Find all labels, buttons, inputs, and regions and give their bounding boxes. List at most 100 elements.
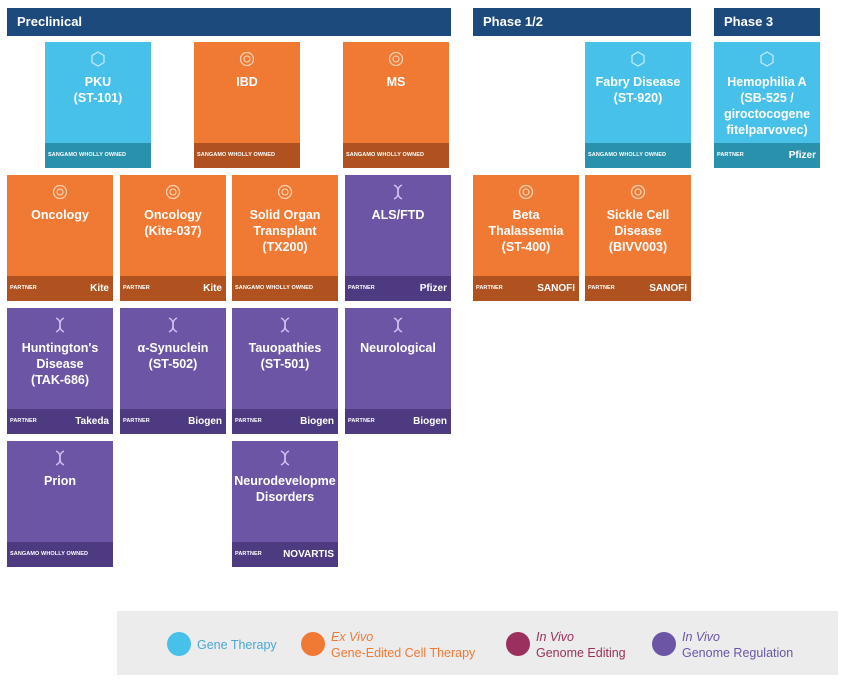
- card-footer: PARTNER Pfizer: [345, 276, 451, 301]
- ownership-label: SANGAMO WHOLLY OWNED: [588, 152, 667, 158]
- ownership-label: PARTNER: [123, 418, 150, 424]
- pipeline-card: Huntington's Disease (TAK-686) PARTNER Tak…: [7, 308, 113, 434]
- legend-label-italic: Ex Vivo: [331, 630, 374, 644]
- pipeline-card: α-Synuclein (ST-502) PARTNER Biogen: [120, 308, 226, 434]
- program-name: Oncology: [31, 208, 89, 222]
- cell-icon: [629, 183, 647, 201]
- cell-icon: [517, 183, 535, 201]
- dna-icon: [389, 183, 407, 201]
- program-name: Huntington's Disease (TAK-686): [21, 341, 99, 387]
- program-name: MS: [386, 75, 406, 89]
- program-name: Oncology (Kite-037): [144, 208, 202, 238]
- ownership-label: PARTNER: [123, 285, 150, 291]
- program-name: Neurological: [360, 341, 436, 355]
- ownership-label: SANGAMO WHOLLY OWNED: [10, 551, 89, 557]
- ownership-label: SANGAMO WHOLLY OWNED: [346, 152, 425, 158]
- pipeline-card: IBD SANGAMO WHOLLY OWNED: [194, 42, 300, 168]
- dna-icon: [51, 449, 69, 467]
- program-name: IBD: [236, 75, 258, 89]
- card-footer: SANGAMO WHOLLY OWNED: [7, 542, 113, 567]
- phase-header-preclinical: Preclinical: [7, 8, 451, 36]
- legend: Gene Therapy Ex Vivo Gene-Edited Cell Th…: [117, 611, 838, 675]
- pipeline-card: Oncology (Kite-037) PARTNER Kite: [120, 175, 226, 301]
- card-footer: PARTNER SANOFI: [585, 276, 691, 301]
- dna-icon: [51, 316, 69, 334]
- pipeline-card: Fabry Disease (ST-920) SANGAMO WHOLLY OWN…: [585, 42, 691, 168]
- partner-logo: Biogen: [188, 416, 222, 427]
- program-name: Tauopathies (ST-501): [248, 341, 322, 371]
- pipeline-card: Solid Organ Transplant (TX200) SANGAMO WH…: [232, 175, 338, 301]
- partner-logo: Biogen: [300, 416, 334, 427]
- cell-icon: [387, 50, 405, 68]
- program-name: Prion: [44, 474, 76, 488]
- program-name: Fabry Disease (ST-920): [595, 75, 681, 105]
- pipeline-card: ALS/FTD PARTNER Pfizer: [345, 175, 451, 301]
- dna-icon: [389, 316, 407, 334]
- partner-logo: Pfizer: [788, 150, 816, 161]
- partner-logo: SANOFI: [649, 283, 687, 294]
- phase-header-phase-1-2: Phase 1/2: [473, 8, 691, 36]
- legend-label-italic: In Vivo: [536, 630, 574, 644]
- card-footer: SANGAMO WHOLLY OWNED: [45, 143, 151, 168]
- partner-logo: Kite: [90, 283, 109, 294]
- card-footer: PARTNER Pfizer: [714, 143, 820, 168]
- card-footer: PARTNER Biogen: [120, 409, 226, 434]
- card-footer: SANGAMO WHOLLY OWNED: [232, 276, 338, 301]
- legend-label: Genome Regulation: [682, 646, 794, 660]
- legend-label: Gene Therapy: [197, 638, 277, 652]
- cell-icon: [164, 183, 182, 201]
- card-footer: SANGAMO WHOLLY OWNED: [585, 143, 691, 168]
- pipeline-card: PKU (ST-101) SANGAMO WHOLLY OWNED: [45, 42, 151, 168]
- cell-icon: [51, 183, 69, 201]
- card-footer: PARTNER SANOFI: [473, 276, 579, 301]
- card-footer: PARTNER Biogen: [345, 409, 451, 434]
- card-footer: PARTNER Takeda: [7, 409, 113, 434]
- ownership-label: PARTNER: [10, 285, 37, 291]
- pipeline-card: MS SANGAMO WHOLLY OWNED: [343, 42, 449, 168]
- ownership-label: PARTNER: [348, 418, 375, 424]
- pipeline-card: Prion SANGAMO WHOLLY OWNED: [7, 441, 113, 567]
- program-name: ALS/FTD: [371, 208, 425, 222]
- partner-logo: Biogen: [413, 416, 447, 427]
- gene-therapy-icon: [167, 632, 191, 656]
- partner-logo: Pfizer: [419, 283, 447, 294]
- dna-icon: [164, 316, 182, 334]
- ownership-label: PARTNER: [588, 285, 615, 291]
- pipeline-card: Neurological PARTNER Biogen: [345, 308, 451, 434]
- card-footer: SANGAMO WHOLLY OWNED: [194, 143, 300, 168]
- program-name: Sickle Cell Disease (BIVV003): [606, 208, 670, 254]
- legend-label: Genome Editing: [536, 646, 626, 660]
- pipeline-card: Oncology PARTNER Kite: [7, 175, 113, 301]
- pipeline-card: Sickle Cell Disease (BIVV003) PARTNER SANO…: [585, 175, 691, 301]
- program-name: α-Synuclein (ST-502): [137, 341, 209, 371]
- program-name: Hemophilia A (SB-525 / giroctocogene fit…: [723, 75, 811, 137]
- cell-therapy-icon: [301, 632, 325, 656]
- dna-icon: [276, 316, 294, 334]
- legend-label-italic: In Vivo: [682, 630, 720, 644]
- dna-icon: [652, 632, 676, 656]
- ownership-label: PARTNER: [717, 152, 744, 158]
- ownership-label: PARTNER: [10, 418, 37, 424]
- ownership-label: PARTNER: [348, 285, 375, 291]
- partner-logo: Kite: [203, 283, 222, 294]
- card-footer: PARTNER Kite: [7, 276, 113, 301]
- pipeline-card: Tauopathies (ST-501) PARTNER Biogen: [232, 308, 338, 434]
- dna-icon: [276, 449, 294, 467]
- hexagon-icon: [89, 50, 107, 68]
- card-footer: PARTNER NOVARTIS: [232, 542, 338, 567]
- scissors-icon: [506, 632, 530, 656]
- legend-label: Gene-Edited Cell Therapy: [331, 646, 476, 660]
- program-name: Beta Thalassemia (ST-400): [488, 208, 564, 254]
- program-name: Solid Organ Transplant (TX200): [249, 208, 321, 254]
- phase-header-phase-3: Phase 3: [714, 8, 820, 36]
- ownership-label: SANGAMO WHOLLY OWNED: [48, 152, 127, 158]
- ownership-label: PARTNER: [235, 418, 262, 424]
- partner-logo: SANOFI: [537, 283, 575, 294]
- program-name: PKU (ST-101): [73, 75, 123, 105]
- card-footer: SANGAMO WHOLLY OWNED: [343, 143, 449, 168]
- ownership-label: SANGAMO WHOLLY OWNED: [235, 285, 314, 291]
- card-footer: PARTNER Biogen: [232, 409, 338, 434]
- ownership-label: SANGAMO WHOLLY OWNED: [197, 152, 276, 158]
- ownership-label: PARTNER: [235, 551, 262, 557]
- hexagon-icon: [629, 50, 647, 68]
